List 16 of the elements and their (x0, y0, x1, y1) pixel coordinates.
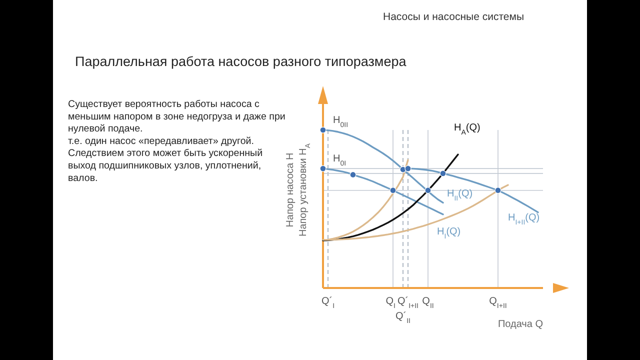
series-label: H$_{A}$(Q) (454, 122, 480, 136)
annotation: H$_{0I}$ (333, 154, 346, 168)
x-tick-label: Q´$_{I+II}$ (397, 296, 419, 310)
x-axis-title: Подача Q (498, 319, 544, 330)
chart-title: Параллельная работа насосов разного типоразмера (75, 54, 407, 69)
x-tick-label: Q$_{I}$ (386, 296, 396, 310)
series-label: H$_{I}$(Q) (437, 226, 461, 240)
x-tick-label: Q$_{II}$ (422, 296, 434, 310)
text: Насосы и насосные системы (383, 11, 524, 23)
text: Существует вероятность работы насоса с меньшим напором в зоне недогруза и даже при нулевой подаче. т.е. один насос «передавливает» другой. Следствием этого может быть ускоренный выход подшипниковых узлов, уплотнений, валов. (68, 99, 286, 184)
x-tick-label: Q´$_{II}$ (396, 311, 411, 324)
series-label: H$_{II}$(Q) (447, 188, 473, 202)
annotation: H$_{0II}$ (333, 115, 348, 128)
x-tick-label: Q´$_{I}$ (321, 296, 335, 310)
x-tick-label: Q$_{I+II}$ (489, 296, 507, 310)
series-label: H$_{I+II}$(Q) (508, 212, 540, 226)
